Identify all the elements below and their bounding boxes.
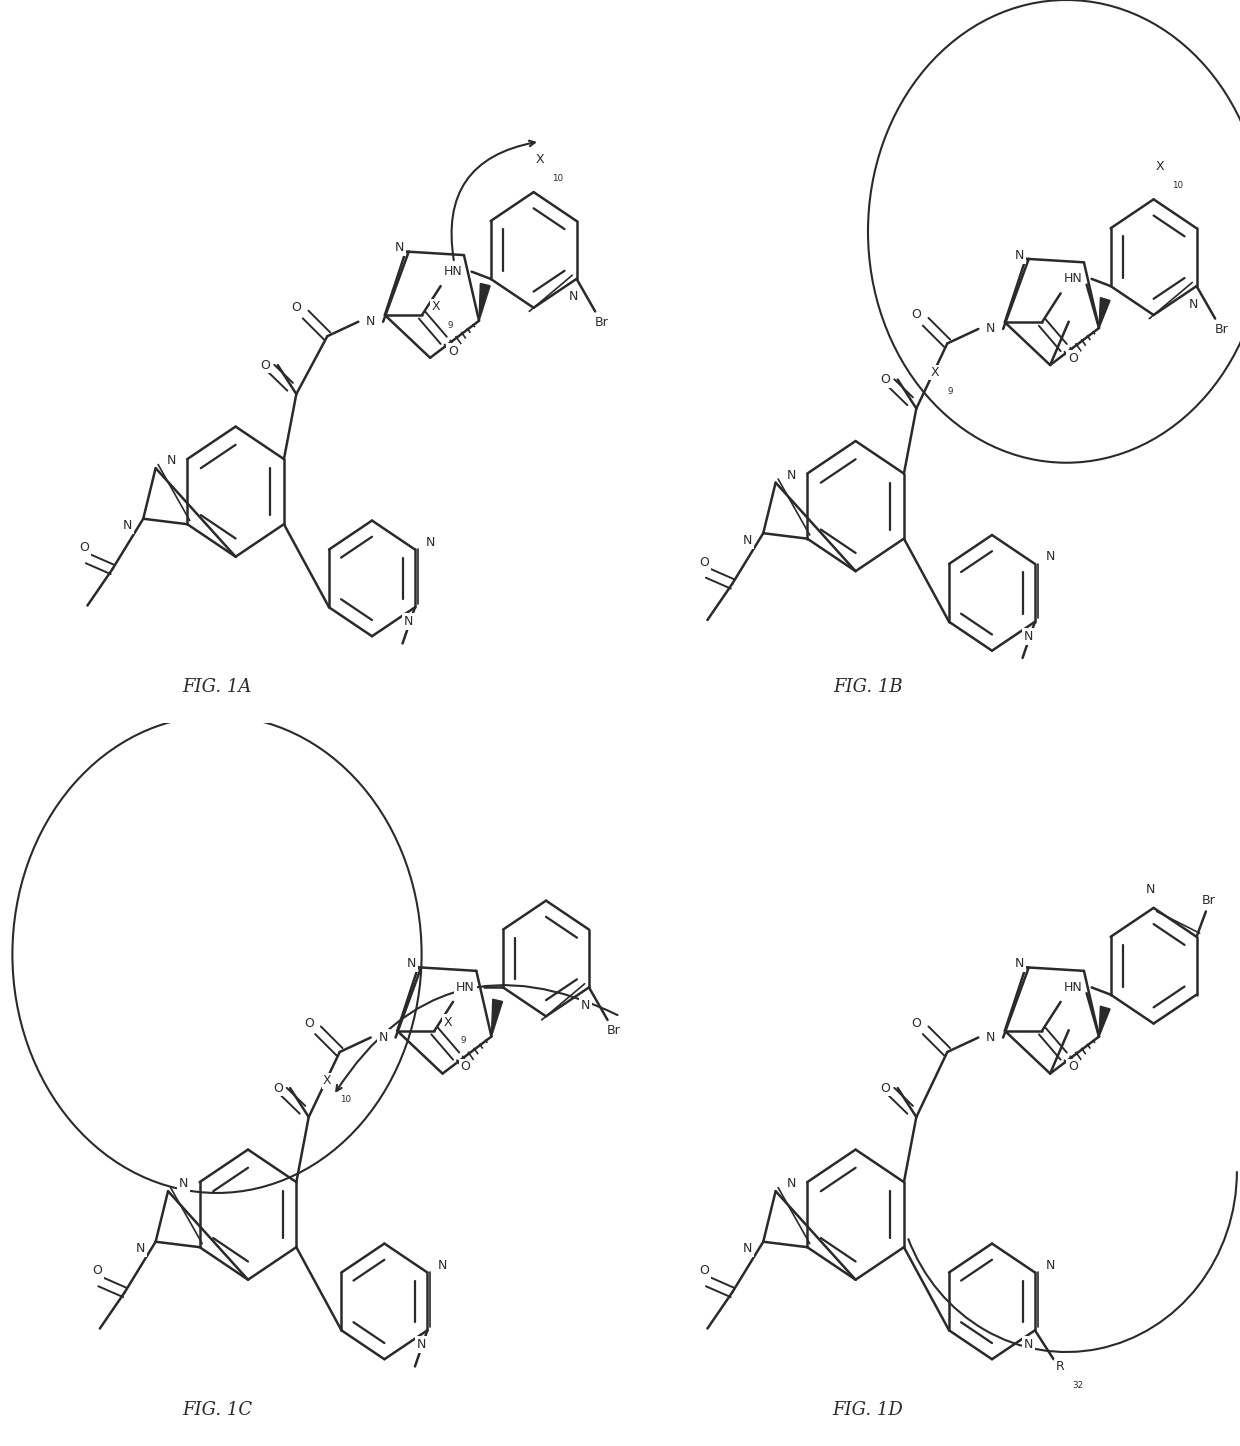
Text: X: X — [1156, 161, 1164, 174]
Text: Br: Br — [1214, 322, 1229, 335]
Text: N: N — [1189, 298, 1198, 311]
Text: O: O — [911, 1017, 921, 1030]
Text: N: N — [378, 1031, 388, 1044]
Text: N: N — [179, 1177, 188, 1190]
Text: 10: 10 — [1172, 181, 1183, 189]
Text: 9: 9 — [947, 386, 952, 396]
Text: O: O — [911, 308, 921, 321]
Text: O: O — [880, 1082, 890, 1095]
Text: 9: 9 — [460, 1037, 466, 1045]
Text: 32: 32 — [1073, 1381, 1084, 1390]
Polygon shape — [491, 999, 502, 1037]
Text: N: N — [366, 315, 376, 328]
Text: 9: 9 — [448, 321, 454, 330]
Text: FIG. 1C: FIG. 1C — [182, 1401, 252, 1419]
Text: HN: HN — [1064, 980, 1083, 993]
Text: FIG. 1A: FIG. 1A — [182, 678, 252, 696]
Text: N: N — [123, 519, 133, 532]
Text: N: N — [1024, 1339, 1033, 1351]
Text: FIG. 1B: FIG. 1B — [833, 678, 903, 696]
Text: X: X — [432, 299, 440, 312]
Text: O: O — [460, 1060, 470, 1073]
Text: N: N — [407, 957, 417, 970]
Text: N: N — [1146, 884, 1156, 897]
Text: O: O — [448, 344, 458, 357]
Text: N: N — [786, 1177, 796, 1190]
Text: O: O — [880, 373, 890, 386]
Text: O: O — [1068, 1060, 1078, 1073]
Text: O: O — [304, 1017, 314, 1030]
Text: O: O — [1068, 351, 1078, 364]
Text: N: N — [743, 1242, 753, 1255]
Text: HN: HN — [1064, 272, 1083, 285]
Text: N: N — [1045, 1259, 1055, 1271]
Text: 10: 10 — [552, 174, 563, 182]
Text: HN: HN — [456, 980, 475, 993]
Polygon shape — [1099, 1006, 1110, 1037]
Text: N: N — [438, 1259, 448, 1271]
Text: N: N — [1024, 630, 1033, 642]
Text: Br: Br — [594, 315, 609, 328]
Text: N: N — [569, 291, 578, 304]
Text: Br: Br — [606, 1024, 621, 1037]
Text: X: X — [536, 153, 544, 166]
Text: N: N — [582, 999, 590, 1012]
Text: X: X — [444, 1015, 453, 1028]
Text: O: O — [291, 301, 301, 314]
Text: O: O — [92, 1264, 102, 1277]
Polygon shape — [1099, 298, 1110, 328]
Text: X: X — [930, 366, 939, 379]
Text: N: N — [986, 322, 996, 335]
Text: N: N — [135, 1242, 145, 1255]
Text: N: N — [394, 241, 404, 254]
Text: O: O — [260, 359, 270, 372]
Text: N: N — [417, 1339, 425, 1351]
Text: X: X — [322, 1074, 331, 1087]
Polygon shape — [479, 283, 490, 321]
Text: N: N — [425, 536, 435, 548]
Text: HN: HN — [444, 265, 463, 278]
Text: O: O — [79, 541, 89, 554]
Text: R: R — [1055, 1361, 1064, 1372]
Text: N: N — [166, 454, 176, 467]
Text: O: O — [699, 555, 709, 568]
Text: FIG. 1D: FIG. 1D — [832, 1401, 904, 1419]
Text: 10: 10 — [340, 1095, 351, 1105]
Text: O: O — [699, 1264, 709, 1277]
Text: O: O — [273, 1082, 283, 1095]
Text: N: N — [743, 534, 753, 547]
Text: N: N — [786, 469, 796, 482]
Text: N: N — [1045, 551, 1055, 562]
Text: N: N — [1014, 957, 1024, 970]
Text: N: N — [1014, 249, 1024, 262]
Text: N: N — [986, 1031, 996, 1044]
Text: Br: Br — [1202, 894, 1216, 907]
Text: N: N — [404, 616, 413, 628]
